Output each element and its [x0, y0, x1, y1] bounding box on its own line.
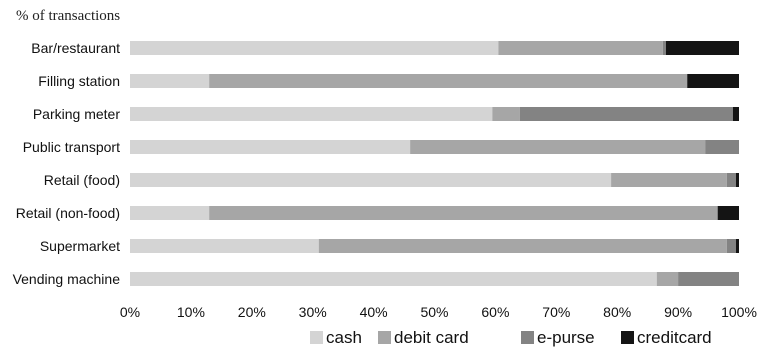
bar-segment-cash [130, 41, 499, 55]
bar-segment-debit-card [611, 173, 727, 187]
bar-segment-debit-card [492, 107, 520, 121]
bar-segment-e-purse [705, 140, 739, 154]
category-label: Public transport [23, 139, 120, 155]
bar-segment-e-purse [726, 239, 736, 253]
x-tick-label: 80% [603, 304, 631, 320]
bar-segment-creditcard [665, 41, 739, 55]
bar-segment-debit-card [410, 140, 706, 154]
legend-swatch [378, 331, 391, 344]
category-label: Vending machine [13, 271, 121, 287]
x-tick-label: 40% [360, 304, 388, 320]
x-tick-label: 50% [420, 304, 448, 320]
x-axis-ticks: 0% 10% 20% 30% 40% 50% 60% 70% 80% 90% 100% [120, 304, 757, 320]
x-tick-label: 70% [542, 304, 570, 320]
bar-segment-debit-card [656, 272, 679, 286]
bar-segment-cash [130, 107, 493, 121]
bar-segment-e-purse [662, 41, 666, 55]
bar-segment-cash [130, 272, 657, 286]
legend-swatch [310, 331, 323, 344]
category-label: Retail (food) [44, 172, 120, 188]
category-label: Filling station [38, 73, 120, 89]
bar-segment-debit-card [318, 239, 727, 253]
category-label: Retail (non-food) [16, 205, 120, 221]
bar-segment-creditcard [687, 74, 739, 88]
bar-segment-debit-card [209, 206, 718, 220]
x-tick-label: 90% [664, 304, 692, 320]
bar-segment-creditcard [735, 239, 739, 253]
category-label: Bar/restaurant [31, 40, 120, 56]
x-tick-label: 0% [120, 304, 140, 320]
bar-segment-creditcard [732, 107, 739, 121]
x-tick-label: 10% [177, 304, 205, 320]
bar-segment-e-purse [726, 173, 736, 187]
bar-segment-e-purse [519, 107, 733, 121]
bar-segment-cash [130, 206, 210, 220]
x-tick-label: 30% [299, 304, 327, 320]
legend-swatch [621, 331, 634, 344]
category-labels: Bar/restaurant Filling station Parking met… [13, 40, 121, 287]
bar-segment-debit-card [498, 41, 663, 55]
legend-label: debit card [394, 328, 469, 347]
bar-segment-debit-card [209, 74, 688, 88]
category-label: Supermarket [40, 238, 120, 254]
bar-segment-creditcard [735, 173, 739, 187]
bar-segment-cash [130, 239, 319, 253]
legend-label: creditcard [637, 328, 712, 347]
bar-segment-cash [130, 173, 612, 187]
x-tick-label: 20% [238, 304, 266, 320]
chart-title: % of transactions [16, 8, 120, 24]
legend: cash debit card e-purse creditcard [310, 328, 712, 347]
legend-swatch [521, 331, 534, 344]
legend-label: cash [326, 328, 362, 347]
category-label: Parking meter [33, 106, 120, 122]
bars-group [130, 41, 739, 286]
legend-label: e-purse [537, 328, 595, 347]
bar-segment-e-purse [678, 272, 739, 286]
x-tick-label: 100% [721, 304, 757, 320]
x-tick-label: 60% [481, 304, 509, 320]
bar-segment-creditcard [717, 206, 739, 220]
bar-segment-cash [130, 74, 210, 88]
bar-segment-cash [130, 140, 411, 154]
